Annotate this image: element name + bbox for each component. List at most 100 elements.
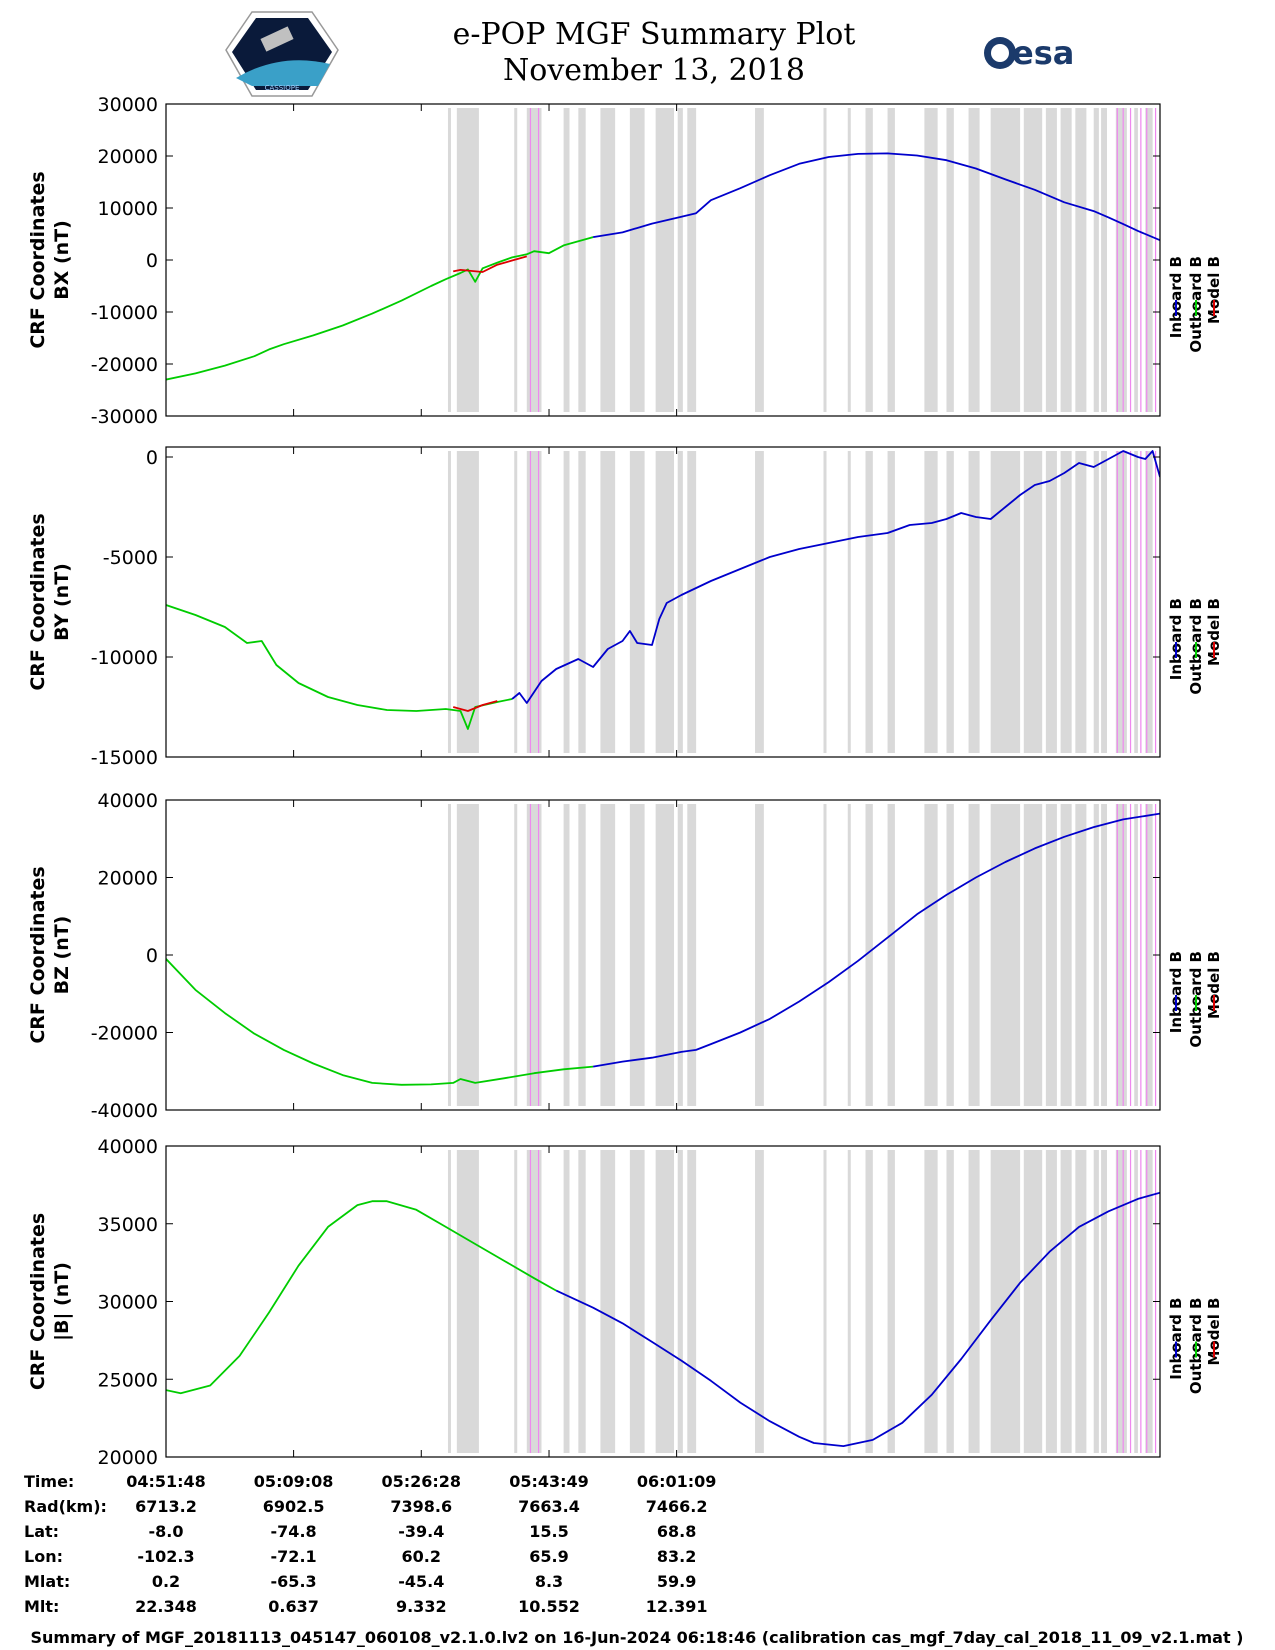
y-tick-label: -20000 <box>91 1023 158 1045</box>
y-tick-label: 0 <box>146 447 158 469</box>
series-model <box>452 700 498 712</box>
data-gap-line <box>514 804 518 1106</box>
panel-3: 40000 20000 0 -20000 -40000 CRF Coordinates BZ… <box>27 790 1223 1122</box>
legend-label: Model B <box>1205 951 1223 1019</box>
data-gap-band <box>526 804 542 1106</box>
data-gap-band <box>687 804 697 1106</box>
data-gap-band <box>865 108 873 412</box>
data-gap-band <box>1060 451 1072 753</box>
data-gap-band <box>755 804 764 1106</box>
data-gap-band <box>1093 108 1099 412</box>
data-gap-band <box>578 108 586 412</box>
data-gap-band <box>755 108 764 412</box>
y-axis-label-line2: BX (nT) <box>51 220 73 300</box>
data-gap-band <box>1115 804 1127 1106</box>
cassiope-logo-text: CASSIOPE <box>265 84 300 92</box>
data-gap-band <box>887 451 895 753</box>
series-inboard <box>511 450 1160 704</box>
ephemeris-row-label: Lat: <box>24 1522 59 1541</box>
data-gap-band <box>600 108 616 412</box>
y-tick-label: 20000 <box>98 1447 158 1469</box>
data-gap-band <box>600 451 616 753</box>
data-gap-band <box>1145 108 1153 412</box>
data-gap-line <box>823 108 827 412</box>
panel-1: 30000 20000 10000 0 -10000 -20000 -30000 CRF Co… <box>27 94 1223 428</box>
data-gap-band <box>1101 804 1107 1106</box>
data-gap-band <box>687 108 697 412</box>
y-axis-label: CRF Coordinates BZ (nT) <box>27 866 73 1043</box>
ephemeris-value: 0.637 <box>268 1597 319 1616</box>
legend-label: Inboard B <box>1167 598 1185 680</box>
data-gap-band <box>990 108 1021 412</box>
data-gap-band <box>1145 451 1153 753</box>
y-tick-label: 20000 <box>98 868 158 890</box>
data-gap-band <box>946 108 954 412</box>
ephemeris-value: 65.9 <box>529 1547 568 1566</box>
data-gap-band <box>968 108 980 412</box>
panel-2: 0 -5000 -10000 -15000 CRF Coordinates BY (nT)… <box>27 446 1223 769</box>
y-axis-label: CRF Coordinates |B| (nT) <box>27 1213 73 1390</box>
panel-plot-area <box>166 450 1160 753</box>
data-gap-band <box>655 451 675 753</box>
panel-plot-area <box>166 108 1160 412</box>
ephemeris-value: 22.348 <box>135 1597 197 1616</box>
data-gap-band <box>578 804 586 1106</box>
y-tick-label: -30000 <box>91 406 158 428</box>
y-tick-label: 40000 <box>98 790 158 812</box>
data-gap-band <box>1115 451 1127 753</box>
ephemeris-value: 9.332 <box>396 1597 447 1616</box>
data-gap-line <box>447 451 451 753</box>
ephemeris-row-label: Lon: <box>24 1547 63 1566</box>
data-gap-band <box>887 804 895 1106</box>
ephemeris-value: 05:09:08 <box>254 1472 334 1491</box>
y-tick-label: -20000 <box>91 354 158 376</box>
data-gap-line <box>447 108 451 412</box>
data-gap-band <box>1045 451 1057 753</box>
data-gap-band <box>865 451 873 753</box>
data-gap-band <box>924 451 938 753</box>
y-axis-label-line1: CRF Coordinates <box>27 513 49 690</box>
data-gap-line <box>447 1150 451 1453</box>
data-gap-band <box>1134 1150 1138 1453</box>
series-outboard <box>166 236 594 381</box>
data-gap-band <box>677 804 683 1106</box>
ephemeris-value: 7398.6 <box>390 1497 452 1516</box>
ephemeris-value: 06:01:09 <box>637 1472 717 1491</box>
data-gap-band <box>755 1150 764 1453</box>
ephemeris-value: 59.9 <box>657 1572 696 1591</box>
data-gap-band <box>1023 1150 1043 1453</box>
data-gap-band <box>1075 1150 1087 1453</box>
data-gap-band <box>563 451 570 753</box>
y-tick-label: -40000 <box>91 1100 158 1122</box>
cassiope-logo: CASSIOPE <box>225 11 339 97</box>
data-gap-band <box>865 1150 873 1453</box>
y-tick-label: -5000 <box>103 547 158 569</box>
ephemeris-value: 60.2 <box>402 1547 441 1566</box>
y-axis-label: CRF Coordinates BX (nT) <box>27 171 73 348</box>
data-gap-line <box>847 108 851 412</box>
data-gap-band <box>1101 108 1107 412</box>
data-gap-band <box>1023 108 1043 412</box>
ephemeris-value: 0.2 <box>152 1572 180 1591</box>
legend-label: Inboard B <box>1167 256 1185 338</box>
data-gap-band <box>1023 804 1043 1106</box>
ephemeris-value: -45.4 <box>398 1572 444 1591</box>
data-gap-band <box>1075 451 1087 753</box>
y-tick-label: 35000 <box>98 1214 158 1236</box>
panel-frame <box>165 446 1161 758</box>
ephemeris-value: 10.552 <box>518 1597 580 1616</box>
y-axis-label-line1: CRF Coordinates <box>27 1213 49 1390</box>
ephemeris-value: 05:43:49 <box>509 1472 589 1491</box>
data-gap-band <box>1093 451 1099 753</box>
data-gap-band <box>600 1150 616 1453</box>
data-gap-band <box>1101 1150 1107 1453</box>
y-tick-label: -10000 <box>91 302 158 324</box>
data-gap-band <box>1134 108 1138 412</box>
y-tick-label: 40000 <box>98 1136 158 1158</box>
ephemeris-value: 8.3 <box>535 1572 563 1591</box>
data-gap-band <box>887 1150 895 1453</box>
data-gap-line <box>823 804 827 1106</box>
ephemeris-value: 04:51:48 <box>126 1472 206 1491</box>
data-gap-line <box>847 804 851 1106</box>
y-axis-label-line2: |B| (nT) <box>51 1262 73 1341</box>
